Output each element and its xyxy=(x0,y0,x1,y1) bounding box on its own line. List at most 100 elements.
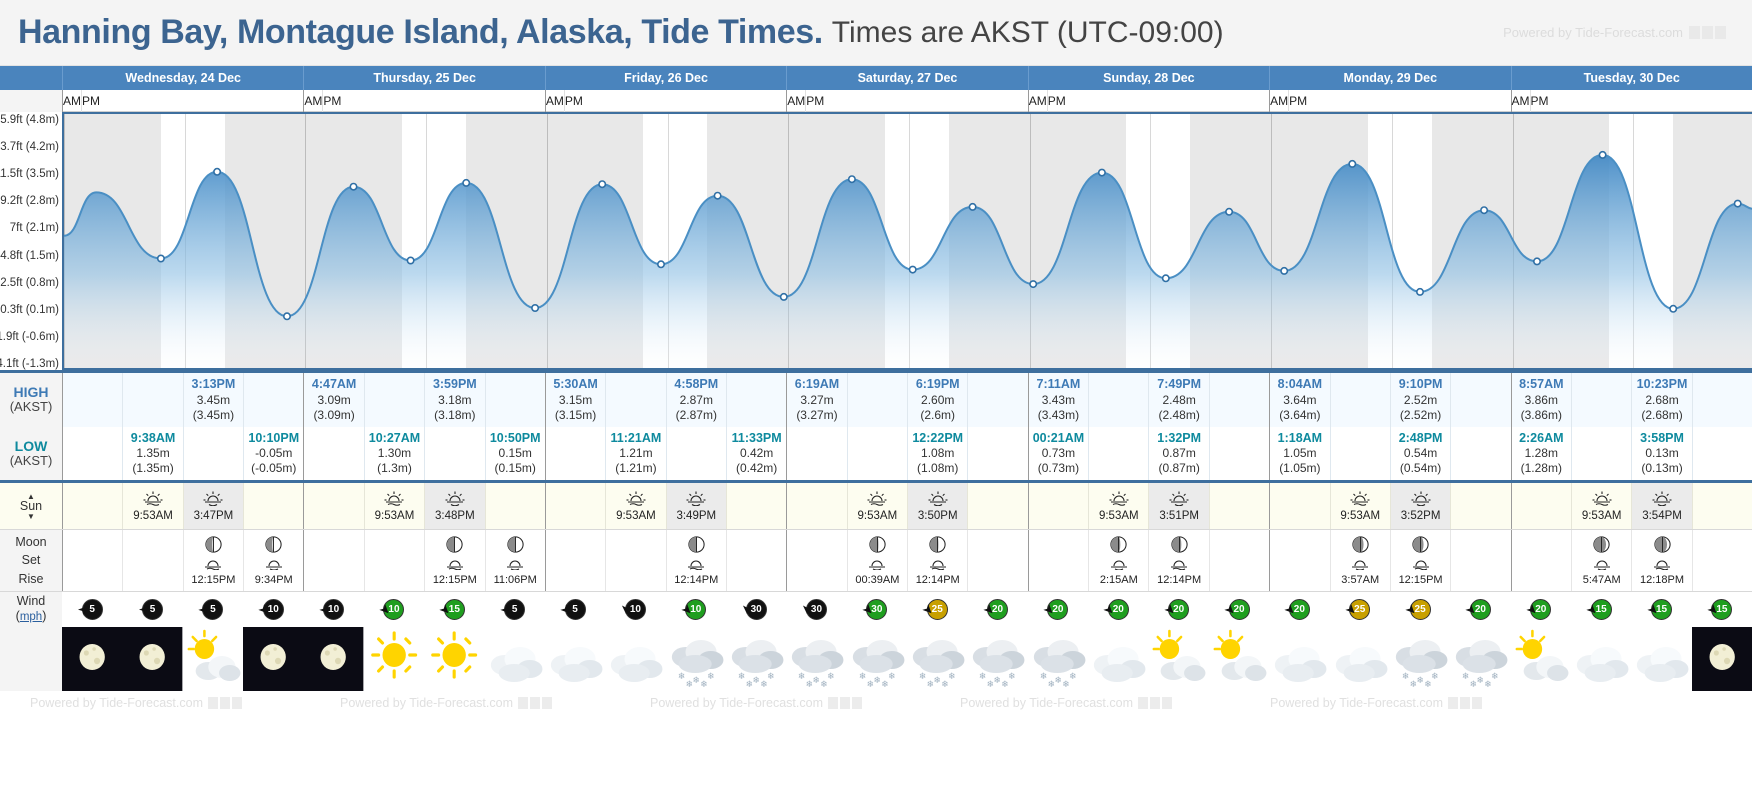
chart-half-divider-3 xyxy=(909,114,910,368)
tide-marker-high-1[interactable] xyxy=(349,182,358,191)
high-cell xyxy=(363,373,424,427)
tide-marker-high-2[interactable] xyxy=(462,178,471,187)
wind-unit-text[interactable]: mph xyxy=(19,611,43,624)
low-cell: 10:27AM 1.30m (1.3m) xyxy=(363,426,424,481)
tide-marker-high-4[interactable] xyxy=(713,191,722,200)
low-cell: 11:33PM 0.42m (0.42m) xyxy=(725,426,786,481)
wind-cell[interactable]: ➤ 20 xyxy=(1148,592,1208,627)
wind-cell[interactable]: ➤ 5 xyxy=(62,592,122,627)
tide-marker-low-10[interactable] xyxy=(1416,287,1425,296)
tide-marker-high-8[interactable] xyxy=(1225,207,1234,216)
tide-marker-low-9[interactable] xyxy=(1280,266,1289,275)
wind-cell[interactable]: ➤ 10 xyxy=(666,592,726,627)
wind-cell[interactable]: ➤ 5 xyxy=(183,592,243,627)
tide-marker-low-0[interactable] xyxy=(156,254,165,263)
tide-chart[interactable] xyxy=(62,112,1752,370)
wind-cell[interactable]: ➤ 20 xyxy=(1028,592,1088,627)
wind-cell[interactable]: ➤ 30 xyxy=(847,592,907,627)
chart-half-divider-2 xyxy=(667,114,669,368)
wind-cell[interactable]: ➤ 15 xyxy=(1692,592,1752,627)
wind-cell[interactable]: ➤ 30 xyxy=(726,592,786,627)
svg-text:❄: ❄ xyxy=(979,671,986,681)
wind-speed-badge: 25 xyxy=(1349,599,1371,621)
tide-marker-high-5[interactable] xyxy=(847,175,856,184)
tide-marker-high-12[interactable] xyxy=(1733,199,1742,208)
weather-icon-sun-cloud xyxy=(1208,627,1270,692)
svg-text:❄: ❄ xyxy=(919,671,926,681)
tide-marker-low-4[interactable] xyxy=(656,260,665,269)
moon-rise-label: Rise xyxy=(18,572,44,587)
svg-text:❄: ❄ xyxy=(873,675,880,685)
tide-marker-high-3[interactable] xyxy=(598,180,607,189)
wind-cell[interactable]: ➤ 20 xyxy=(1088,592,1148,627)
wind-unit-link[interactable]: (mph) xyxy=(15,609,47,624)
sun-cell: 3:54PM xyxy=(1631,483,1692,530)
tide-marker-high-7[interactable] xyxy=(1097,168,1106,177)
tide-marker-high-6[interactable] xyxy=(968,202,977,211)
share-icon xyxy=(232,697,242,710)
high-cell xyxy=(725,373,786,427)
wind-cell[interactable]: ➤ 10 xyxy=(364,592,424,627)
high-value-alt: (2.52m) xyxy=(1399,407,1442,422)
tide-marker-low-5[interactable] xyxy=(779,292,788,301)
wind-cell[interactable]: ➤ 15 xyxy=(424,592,484,627)
wind-cell[interactable]: ➤ 15 xyxy=(1631,592,1691,627)
weather-icon-moon-clear xyxy=(243,627,304,692)
tide-marker-high-9[interactable] xyxy=(1348,159,1357,168)
wind-cell[interactable]: ➤ 20 xyxy=(1511,592,1571,627)
tide-marker-low-3[interactable] xyxy=(531,304,540,313)
wind-cell[interactable]: ➤ 20 xyxy=(967,592,1027,627)
twitter-icon xyxy=(1460,697,1470,710)
sunset-icon xyxy=(685,490,707,509)
tide-marker-high-0[interactable] xyxy=(213,167,222,176)
tide-marker-low-7[interactable] xyxy=(1029,280,1038,289)
chart-day-divider-4 xyxy=(1029,114,1031,368)
wind-cell[interactable]: ➤ 20 xyxy=(1269,592,1329,627)
high-cell xyxy=(967,373,1027,427)
wind-cell[interactable]: ➤ 10 xyxy=(243,592,303,627)
ampm-am-2: AM xyxy=(544,90,564,112)
wind-cell[interactable]: ➤ 25 xyxy=(1330,592,1390,627)
wind-cell[interactable]: ➤ 15 xyxy=(1571,592,1631,627)
low-value-alt: (0.73m) xyxy=(1037,461,1080,476)
facebook-icon xyxy=(208,697,218,710)
wind-cell[interactable]: ➤ 25 xyxy=(1390,592,1450,627)
tide-marker-low-11[interactable] xyxy=(1533,257,1542,266)
moon-cell: 12:14PM xyxy=(907,530,967,592)
tide-marker-low-2[interactable] xyxy=(406,256,415,265)
wind-speed-badge: 20 xyxy=(1047,599,1069,621)
tide-marker-high-10[interactable] xyxy=(1480,206,1489,215)
wind-cell[interactable]: ➤ 5 xyxy=(122,592,182,627)
moon-time: 12:14PM xyxy=(674,574,719,587)
high-time: 9:10PM xyxy=(1398,377,1443,391)
wind-cell[interactable]: ➤ 5 xyxy=(485,592,545,627)
low-value: 1.05m xyxy=(1283,446,1317,461)
svg-text:❄: ❄ xyxy=(1410,679,1417,689)
low-value-alt: (0.13m) xyxy=(1641,461,1683,476)
moon-time: 12:15PM xyxy=(432,574,477,587)
tide-marker-low-8[interactable] xyxy=(1161,274,1170,283)
weather-icon-snow: ❄ ❄ ❄ ❄ ❄ xyxy=(907,627,968,692)
wind-cell[interactable]: ➤ 20 xyxy=(1450,592,1510,627)
tide-marker-low-6[interactable] xyxy=(908,265,917,274)
tide-marker-low-12[interactable] xyxy=(1669,304,1678,313)
wind-cell[interactable]: ➤ 5 xyxy=(545,592,605,627)
wind-cell[interactable]: ➤ 25 xyxy=(907,592,967,627)
low-time: 10:27AM xyxy=(368,430,421,445)
high-tide-label-tz: (AKST) xyxy=(9,399,53,415)
sun-cell xyxy=(1510,483,1571,530)
wind-cell[interactable]: ➤ 20 xyxy=(1209,592,1269,627)
tide-marker-high-11[interactable] xyxy=(1598,150,1607,159)
wind-speed-badge: 30 xyxy=(745,599,767,621)
footer-watermark-text: Powered by Tide-Forecast.com xyxy=(1270,696,1443,711)
wind-cell[interactable]: ➤ 30 xyxy=(786,592,846,627)
wind-speed-badge: 25 xyxy=(1409,599,1431,621)
wind-cell[interactable]: ➤ 10 xyxy=(605,592,665,627)
wind-cell[interactable]: ➤ 10 xyxy=(303,592,363,627)
moon-cell xyxy=(544,530,605,592)
high-cell: 8:57AM 3.86m (3.86m) xyxy=(1510,373,1571,427)
weather-label xyxy=(0,627,62,692)
ampm-columns: AM PM AM PM AM PM AM PM AM PM AM PM AM PM xyxy=(62,90,1752,112)
moon-set-icon xyxy=(203,558,223,573)
tide-marker-low-1[interactable] xyxy=(283,312,292,321)
